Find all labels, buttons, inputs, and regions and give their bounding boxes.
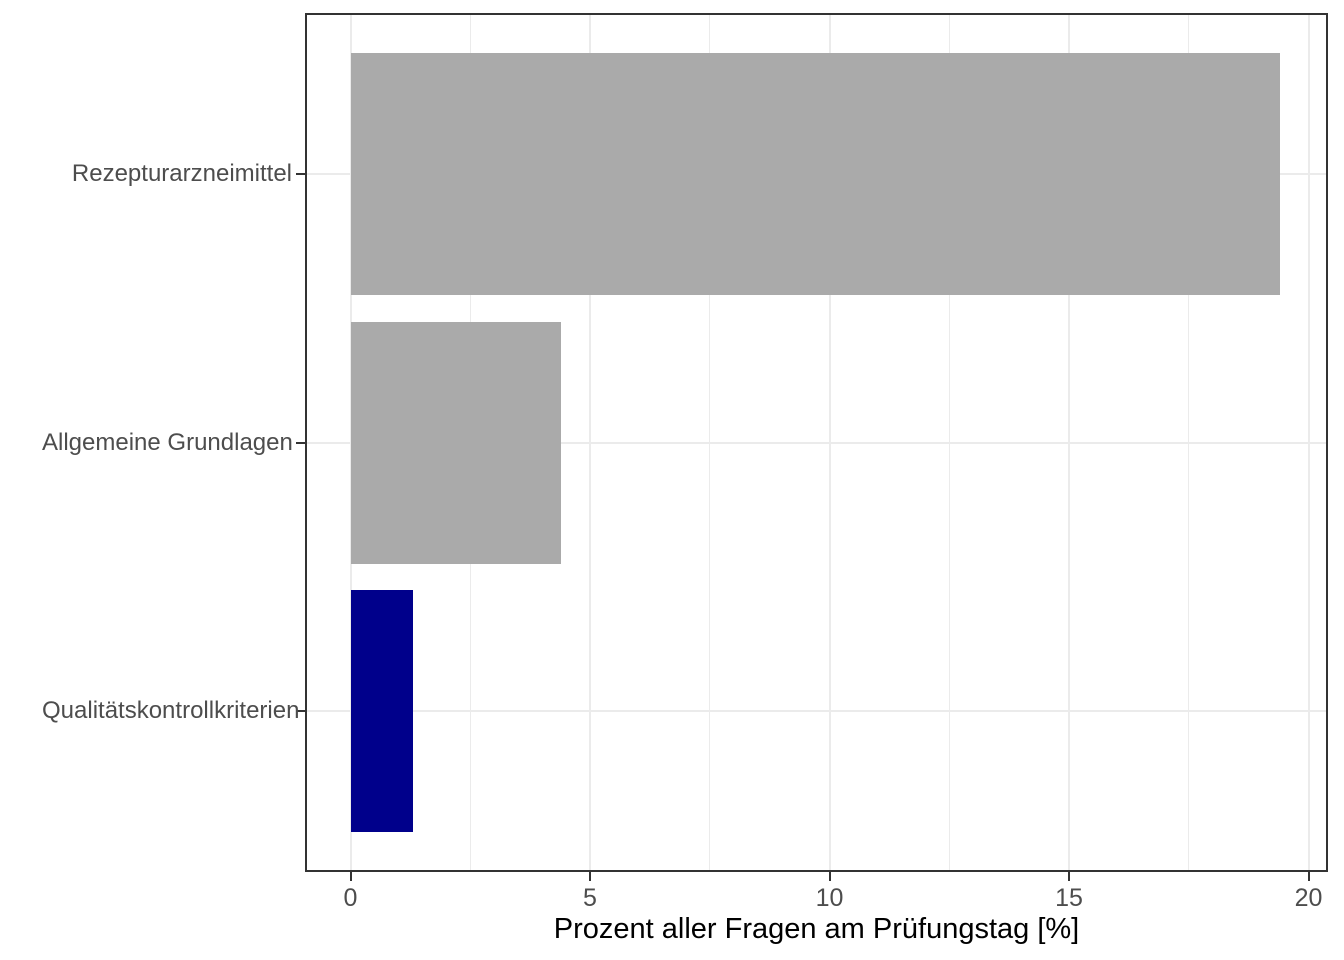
bar-1 — [350, 322, 562, 564]
y-tick-0 — [296, 173, 305, 175]
gridline-category-1 — [307, 442, 1326, 444]
bar-2 — [350, 590, 413, 832]
y-axis-label-2: Qualitätskontrollkriterien — [42, 697, 300, 724]
x-tick-5 — [589, 872, 591, 881]
x-axis-label-20: 20 — [1294, 884, 1323, 912]
x-axis-label-10: 10 — [815, 884, 844, 912]
y-tick-2 — [296, 710, 305, 712]
bar-0 — [350, 53, 1280, 295]
y-axis-label-1: Allgemeine Grundlagen — [42, 429, 293, 456]
x-axis-label-0: 0 — [343, 884, 358, 912]
x-tick-0 — [349, 872, 352, 881]
y-axis-label-0: Rezepturarzneimittel — [71, 160, 292, 187]
plot-panel — [305, 13, 1328, 872]
x-axis-label-5: 5 — [583, 884, 597, 912]
x-axis-label-15: 15 — [1055, 884, 1083, 912]
gridline-category-2 — [307, 710, 1326, 712]
x-tick-10 — [828, 872, 831, 881]
x-axis-title: Prozent aller Fragen am Prüfungstag [%] — [553, 913, 1080, 945]
y-tick-1 — [296, 442, 305, 444]
x-tick-15 — [1068, 872, 1070, 881]
x-tick-20 — [1307, 872, 1310, 881]
